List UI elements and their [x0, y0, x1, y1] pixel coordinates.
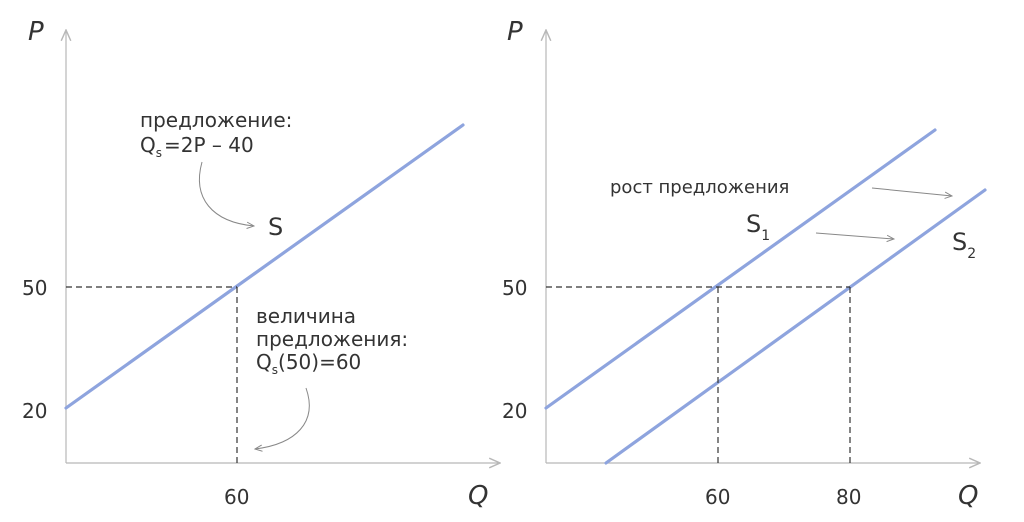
right-panel: P Q 50 20 60 80 рост предложения S1 S2	[502, 17, 987, 511]
left-tick-y-20: 20	[22, 399, 47, 423]
s1-label: S1	[746, 210, 770, 244]
growth-arrow-bottom	[815, 232, 894, 239]
right-x-axis-label: Q	[958, 481, 978, 511]
qty-annotation-line2: предложения:	[256, 327, 408, 351]
supply-curve-s2	[604, 188, 987, 465]
supply-curve-s1	[544, 128, 937, 410]
supply-growth-label: рост предложения	[610, 177, 789, 198]
supply-formula: Qs =2P – 40	[140, 133, 254, 160]
qty-arrow	[255, 387, 310, 449]
supply-annotation-title: предложение:	[140, 108, 292, 132]
right-tick-x-80: 80	[836, 485, 861, 509]
left-panel: P Q 50 20 60 S предложение: Qs =2P – 40 в…	[22, 17, 500, 511]
left-x-axis-label: Q	[468, 481, 488, 511]
right-y-axis-label: P	[507, 17, 523, 47]
right-tick-y-50: 50	[502, 276, 527, 300]
right-tick-x-60: 60	[705, 485, 730, 509]
formula-arrow	[198, 161, 254, 226]
growth-arrow-top	[871, 187, 952, 196]
left-supply-curve	[64, 123, 465, 410]
qty-annotation-formula: Qs(50)=60	[256, 350, 361, 377]
left-tick-y-50: 50	[22, 276, 47, 300]
left-curve-label: S	[268, 213, 283, 241]
right-tick-y-20: 20	[502, 399, 527, 423]
qty-annotation-line1: величина	[256, 304, 356, 328]
left-tick-x-60: 60	[224, 485, 249, 509]
s2-label: S2	[952, 228, 976, 262]
left-y-axis-label: P	[28, 17, 44, 47]
